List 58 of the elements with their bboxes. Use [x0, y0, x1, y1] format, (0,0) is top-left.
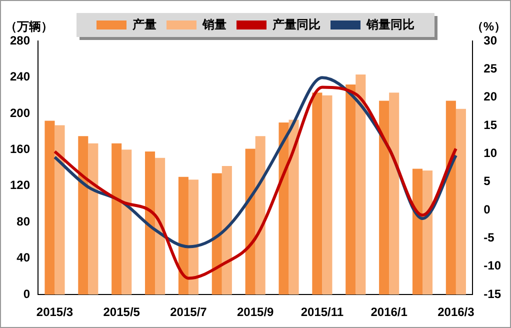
- bar: [255, 136, 266, 295]
- bar: [112, 143, 122, 295]
- bar: [288, 120, 299, 295]
- y-tick-label: 120: [10, 178, 30, 192]
- bar: [245, 148, 256, 295]
- bar: [446, 100, 456, 295]
- bar: [222, 166, 232, 295]
- y2-tick-label: -10: [484, 258, 502, 273]
- y-tick-label: 200: [10, 106, 30, 120]
- y-tick-label: 160: [10, 142, 30, 156]
- y-tick-label: 40: [16, 250, 30, 265]
- y-tick-label: 240: [10, 70, 30, 84]
- line-series: [53, 86, 458, 280]
- y2-axis-title: （%）: [471, 19, 506, 34]
- x-tick-label: 2015/9: [236, 305, 274, 320]
- bar: [155, 158, 166, 295]
- legend-label: 销量同比: [366, 17, 414, 32]
- y2-tick-label: -5: [484, 230, 495, 245]
- bar: [145, 151, 156, 295]
- bar: [356, 74, 366, 295]
- y2-tick-label: 0: [484, 202, 491, 216]
- y2-tick-label: 25: [484, 61, 498, 76]
- bar: [122, 150, 132, 295]
- y2-tick-label: 15: [484, 118, 498, 132]
- y2-tick-label: -15: [484, 286, 502, 301]
- legend-label: 销量: [202, 17, 226, 32]
- bar: [212, 173, 222, 295]
- y-tick-label: 80: [16, 214, 30, 228]
- y-tick-label: 280: [10, 33, 30, 48]
- bar: [78, 136, 88, 295]
- x-tick-label: 2015/3: [36, 305, 74, 320]
- bar: [44, 120, 55, 295]
- y-axis-title: （万辆）: [5, 19, 53, 34]
- bar: [422, 170, 433, 295]
- bar: [88, 143, 98, 295]
- bar: [412, 168, 423, 295]
- legend-label: 产量: [132, 17, 156, 32]
- x-tick-label: 2016/1: [370, 305, 408, 320]
- bar: [379, 100, 390, 295]
- x-tick-label: 2016/3: [438, 305, 475, 320]
- bar: [54, 125, 65, 295]
- bar: [312, 92, 322, 295]
- bar: [389, 92, 400, 295]
- bar: [178, 176, 188, 295]
- legend-label: 产量同比: [272, 17, 320, 32]
- y2-tick-label: 10: [484, 146, 498, 160]
- y-tick-label: 0: [23, 286, 30, 301]
- x-tick-label: 2015/11: [300, 305, 344, 320]
- y2-tick-label: 30: [484, 33, 498, 48]
- bar: [278, 122, 289, 295]
- bar: [188, 180, 198, 295]
- x-tick-label: 2015/7: [170, 305, 208, 320]
- y2-tick-label: 20: [484, 90, 498, 104]
- bar: [322, 95, 332, 295]
- bar: [346, 84, 356, 295]
- x-tick-label: 2015/5: [103, 305, 140, 320]
- y2-tick-label: 5: [484, 174, 491, 188]
- bar: [456, 108, 466, 295]
